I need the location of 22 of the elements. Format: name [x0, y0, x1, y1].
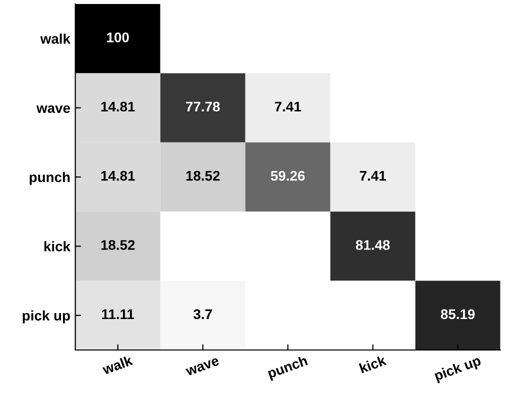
y-tick-label: kick	[44, 241, 70, 252]
x-tick-label: wave	[186, 357, 220, 376]
y-tick-label: punch	[30, 172, 70, 185]
data-label: 7.41	[360, 171, 386, 181]
x-tick-label: kick	[358, 354, 387, 374]
data-label: 81.48	[356, 240, 390, 250]
data-label: 14.81	[101, 170, 135, 181]
data-label: 14.81	[101, 102, 135, 112]
data-label: 18.52	[101, 240, 135, 250]
data-label: 85.19	[440, 309, 475, 320]
y-tick-label: wave	[36, 105, 70, 113]
x-tick-label: pick up	[434, 355, 482, 384]
data-label: 100	[107, 32, 129, 42]
data-label: 59.26	[270, 170, 305, 181]
data-label: 11.11	[102, 309, 134, 319]
x-tick-label: walk	[101, 354, 134, 375]
y-tick-label: pick up	[22, 310, 70, 324]
data-label: 18.52	[186, 170, 220, 181]
data-label: 77.78	[186, 102, 220, 112]
y-tick-label: walk	[40, 34, 70, 44]
data-label: 7.41	[274, 102, 301, 112]
data-label: 3.7	[194, 309, 212, 320]
